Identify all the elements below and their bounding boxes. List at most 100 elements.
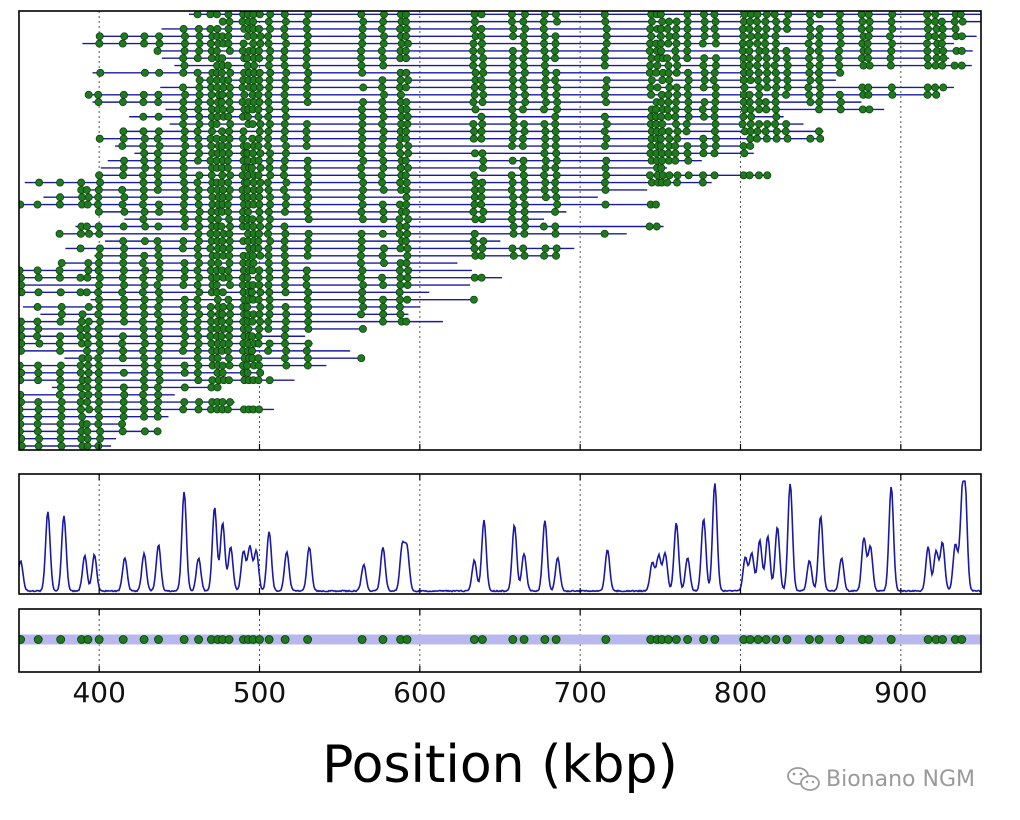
molecule-label — [402, 259, 411, 268]
molecule-label — [303, 39, 312, 48]
molecule-label — [155, 207, 164, 216]
molecule-label — [248, 346, 257, 355]
molecule-label — [180, 185, 189, 194]
molecule-label — [359, 303, 368, 311]
molecule-label — [358, 120, 367, 129]
molecule-label — [249, 259, 258, 268]
molecule-label — [154, 310, 162, 319]
molecule-label — [477, 185, 486, 194]
molecule-label — [379, 185, 388, 194]
molecule-label — [118, 427, 127, 436]
molecule-label — [663, 54, 672, 63]
molecule-label — [195, 32, 204, 41]
molecule-label — [396, 244, 405, 253]
molecule-label — [180, 361, 189, 370]
molecule-label — [140, 405, 149, 414]
molecule-label — [280, 120, 289, 129]
molecule-label — [255, 54, 264, 63]
molecules-panel-frame — [18, 10, 982, 451]
molecule-label — [950, 17, 959, 26]
molecule-label — [243, 185, 252, 194]
molecule-label — [836, 25, 845, 33]
molecule-label — [225, 185, 234, 194]
molecule-label — [194, 193, 203, 202]
molecule-label — [665, 76, 674, 85]
molecule-label — [180, 39, 189, 48]
molecule-label — [806, 46, 815, 55]
molecule-label — [281, 149, 290, 158]
molecule-label — [665, 171, 674, 180]
molecule-label — [520, 178, 529, 187]
molecule-label — [302, 273, 311, 282]
molecule-label — [303, 207, 312, 216]
molecule-label — [379, 310, 388, 319]
molecule-label — [508, 105, 517, 114]
molecule-label — [153, 412, 162, 421]
molecule-label — [153, 383, 162, 392]
molecule-label — [938, 61, 947, 70]
molecule-label — [403, 251, 412, 260]
molecule-label — [256, 120, 265, 129]
molecule-label — [195, 222, 204, 231]
molecule-label — [303, 76, 312, 85]
molecule-label — [772, 83, 781, 92]
molecule-label — [402, 237, 410, 246]
molecule-label — [763, 83, 771, 92]
x-tick-label-600: 600 — [393, 676, 446, 709]
molecule-label — [931, 83, 940, 92]
molecule-label — [83, 376, 92, 385]
molecule-label — [380, 244, 388, 253]
molecule-label — [601, 90, 609, 99]
molecule-label — [255, 68, 264, 77]
molecule-label — [119, 310, 128, 319]
molecule-label — [924, 61, 933, 70]
molecule-label — [82, 288, 91, 297]
molecule-label — [508, 83, 517, 92]
molecule-label — [281, 317, 290, 326]
molecule-label — [139, 185, 148, 194]
molecule-label — [206, 25, 215, 33]
molecule-label — [264, 281, 273, 289]
molecule-label — [771, 98, 780, 107]
molecule-label — [119, 332, 127, 341]
molecule-label — [193, 11, 202, 19]
molecule-label — [119, 259, 128, 268]
molecule-label — [139, 324, 148, 333]
molecule-label — [401, 156, 410, 165]
molecule-label — [403, 120, 412, 129]
molecule-label — [541, 54, 550, 63]
molecule-label — [740, 83, 749, 92]
molecule-label — [754, 76, 762, 85]
molecule-label — [195, 171, 204, 180]
molecule-label — [673, 127, 682, 136]
molecule-label — [303, 251, 312, 260]
molecule-label — [181, 142, 190, 150]
molecule-label — [509, 32, 518, 41]
molecule-label — [194, 105, 203, 114]
molecule-label — [179, 317, 188, 326]
molecule-label — [377, 149, 386, 158]
molecule-label — [521, 90, 529, 99]
molecule-label — [219, 185, 227, 194]
molecule-label — [806, 76, 815, 85]
molecule-label — [710, 149, 719, 158]
molecule-label — [280, 171, 288, 180]
molecule-label — [153, 405, 162, 414]
molecule-label — [663, 178, 672, 187]
molecule-label — [218, 90, 227, 99]
molecule-label — [193, 244, 202, 253]
molecule-label — [264, 61, 273, 70]
reference-label — [771, 635, 781, 644]
x-tick-label-800: 800 — [714, 676, 767, 709]
molecule-label — [140, 207, 149, 216]
molecule-label — [303, 32, 312, 41]
molecule-label — [224, 112, 233, 121]
reference-label — [402, 635, 412, 644]
molecule-label — [140, 295, 149, 304]
molecule-label — [193, 317, 202, 326]
molecule-label — [280, 32, 289, 41]
molecule-label — [521, 98, 530, 107]
molecule-label — [224, 76, 233, 85]
molecule-label — [254, 354, 263, 363]
molecule-label — [762, 61, 771, 70]
